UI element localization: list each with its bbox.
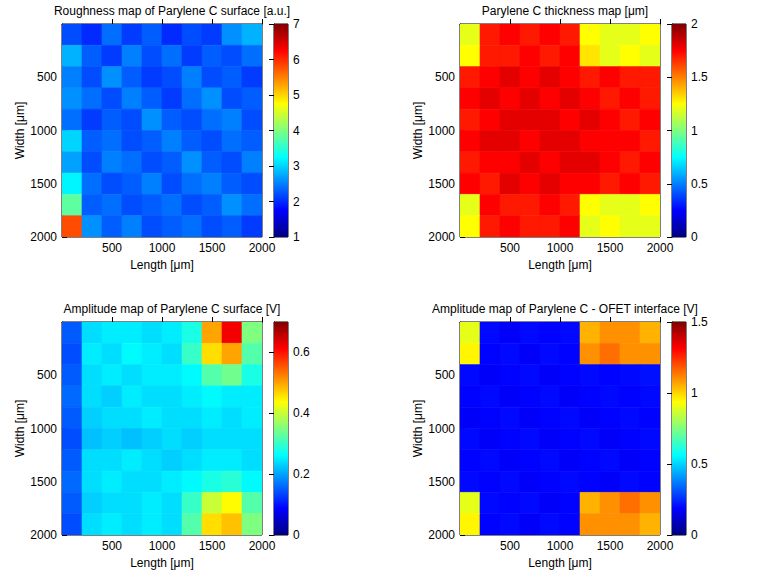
svg-text:500: 500 <box>500 241 520 255</box>
svg-text:Roughness map of Parylene C su: Roughness map of Parylene C surface [a.u… <box>54 4 290 18</box>
svg-text:5: 5 <box>293 88 300 102</box>
svg-text:2000: 2000 <box>30 528 57 542</box>
svg-text:1500: 1500 <box>428 475 455 489</box>
svg-text:1500: 1500 <box>597 241 624 255</box>
svg-text:Width [μm]: Width [μm] <box>411 102 425 160</box>
svg-text:2: 2 <box>691 17 698 31</box>
svg-text:500: 500 <box>435 70 455 84</box>
svg-text:0.4: 0.4 <box>293 406 310 420</box>
svg-text:500: 500 <box>37 70 57 84</box>
svg-text:1500: 1500 <box>30 177 57 191</box>
svg-text:1: 1 <box>293 230 300 244</box>
svg-text:2000: 2000 <box>428 230 455 244</box>
svg-text:1000: 1000 <box>428 422 455 436</box>
svg-text:500: 500 <box>500 539 520 553</box>
svg-text:1500: 1500 <box>30 475 57 489</box>
svg-text:Width [μm]: Width [μm] <box>13 102 27 160</box>
svg-text:Parylene C thickness map [μm]: Parylene C thickness map [μm] <box>482 4 648 18</box>
svg-text:0: 0 <box>691 230 698 244</box>
svg-text:Width [μm]: Width [μm] <box>13 400 27 458</box>
svg-text:1500: 1500 <box>199 539 226 553</box>
svg-text:1.5: 1.5 <box>691 315 708 329</box>
svg-text:0: 0 <box>691 528 698 542</box>
svg-text:1: 1 <box>691 386 698 400</box>
svg-text:1000: 1000 <box>428 124 455 138</box>
svg-text:7: 7 <box>293 17 300 31</box>
svg-text:1000: 1000 <box>30 422 57 436</box>
svg-text:2: 2 <box>293 195 300 209</box>
svg-text:500: 500 <box>102 539 122 553</box>
svg-text:2000: 2000 <box>647 539 674 553</box>
svg-text:6: 6 <box>293 53 300 67</box>
svg-text:2000: 2000 <box>428 528 455 542</box>
svg-text:1000: 1000 <box>30 124 57 138</box>
svg-text:1500: 1500 <box>199 241 226 255</box>
svg-text:1500: 1500 <box>428 177 455 191</box>
svg-text:1500: 1500 <box>597 539 624 553</box>
svg-text:0.6: 0.6 <box>293 345 310 359</box>
svg-text:1000: 1000 <box>149 241 176 255</box>
svg-text:1.5: 1.5 <box>691 70 708 84</box>
svg-text:Width [μm]: Width [μm] <box>411 400 425 458</box>
svg-text:500: 500 <box>435 368 455 382</box>
svg-text:1000: 1000 <box>149 539 176 553</box>
svg-text:Amplitude map of Parylene C -: Amplitude map of Parylene C - OFET inter… <box>432 302 698 316</box>
svg-text:Length [μm]: Length [μm] <box>130 556 194 570</box>
svg-text:0.5: 0.5 <box>691 457 708 471</box>
svg-text:2000: 2000 <box>249 241 276 255</box>
svg-text:Amplitude map of Parylene C su: Amplitude map of Parylene C surface [V] <box>64 302 281 316</box>
svg-text:Length [μm]: Length [μm] <box>130 258 194 272</box>
svg-text:Length [μm]: Length [μm] <box>528 258 592 272</box>
svg-text:0: 0 <box>293 528 300 542</box>
svg-text:4: 4 <box>293 124 300 138</box>
svg-text:1000: 1000 <box>547 539 574 553</box>
svg-text:500: 500 <box>102 241 122 255</box>
svg-text:Length [μm]: Length [μm] <box>528 556 592 570</box>
svg-text:500: 500 <box>37 368 57 382</box>
svg-text:0.5: 0.5 <box>691 177 708 191</box>
svg-text:2000: 2000 <box>30 230 57 244</box>
svg-text:1000: 1000 <box>547 241 574 255</box>
svg-text:0.2: 0.2 <box>293 467 310 481</box>
svg-text:2000: 2000 <box>249 539 276 553</box>
svg-text:1: 1 <box>691 124 698 138</box>
svg-text:3: 3 <box>293 159 300 173</box>
svg-text:2000: 2000 <box>647 241 674 255</box>
